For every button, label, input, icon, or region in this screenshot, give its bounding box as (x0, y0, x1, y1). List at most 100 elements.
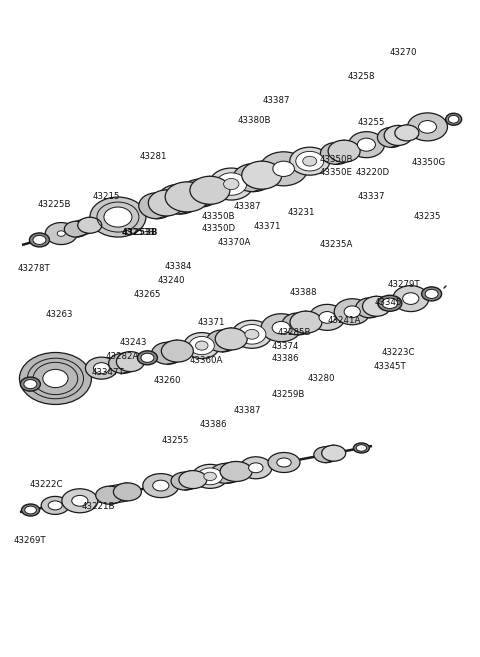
Ellipse shape (41, 497, 69, 514)
Ellipse shape (215, 328, 247, 350)
Ellipse shape (238, 325, 266, 344)
Ellipse shape (448, 116, 459, 123)
Text: 43285B: 43285B (278, 328, 312, 337)
Ellipse shape (249, 463, 263, 473)
Ellipse shape (210, 463, 242, 484)
Ellipse shape (233, 164, 273, 192)
Ellipse shape (260, 152, 308, 186)
Text: 43215: 43215 (93, 192, 120, 201)
Ellipse shape (85, 357, 118, 379)
Text: 43253B: 43253B (122, 228, 158, 237)
Ellipse shape (245, 329, 259, 339)
Ellipse shape (157, 184, 202, 214)
Ellipse shape (362, 296, 391, 316)
Ellipse shape (290, 311, 322, 333)
Ellipse shape (137, 351, 157, 365)
Text: 43255: 43255 (358, 118, 385, 127)
Ellipse shape (153, 480, 169, 491)
Ellipse shape (206, 330, 239, 352)
Ellipse shape (242, 161, 282, 189)
Text: 43388: 43388 (290, 288, 317, 297)
Ellipse shape (195, 341, 208, 350)
Ellipse shape (393, 286, 429, 311)
Ellipse shape (224, 179, 239, 190)
Ellipse shape (290, 147, 330, 175)
Ellipse shape (395, 125, 419, 141)
Ellipse shape (240, 457, 272, 479)
Ellipse shape (204, 472, 216, 480)
Ellipse shape (24, 506, 36, 514)
Ellipse shape (152, 342, 184, 364)
Text: 43231: 43231 (288, 208, 315, 217)
Ellipse shape (48, 501, 62, 510)
Text: 43221B: 43221B (82, 502, 116, 511)
Ellipse shape (378, 295, 402, 311)
Ellipse shape (179, 470, 207, 489)
Ellipse shape (19, 352, 91, 405)
Ellipse shape (358, 138, 375, 151)
Ellipse shape (108, 353, 137, 373)
Text: 43220D: 43220D (356, 168, 390, 177)
Text: 43260: 43260 (154, 376, 181, 385)
Ellipse shape (189, 336, 215, 355)
Ellipse shape (22, 504, 39, 516)
Ellipse shape (139, 193, 175, 219)
Ellipse shape (78, 217, 102, 233)
Ellipse shape (220, 461, 252, 482)
Ellipse shape (272, 321, 290, 334)
Text: 43380B: 43380B (238, 116, 272, 125)
Ellipse shape (190, 176, 230, 204)
Text: 43347T: 43347T (92, 368, 125, 377)
Text: 43337: 43337 (358, 192, 385, 201)
Text: 43371: 43371 (254, 222, 281, 231)
Text: 43350B: 43350B (202, 212, 236, 221)
Ellipse shape (232, 321, 272, 348)
Text: 43240: 43240 (158, 276, 185, 285)
Ellipse shape (377, 127, 406, 147)
Text: 43222C: 43222C (30, 480, 63, 489)
Ellipse shape (141, 353, 154, 363)
Ellipse shape (388, 127, 412, 143)
Text: 43265: 43265 (134, 290, 161, 299)
Ellipse shape (353, 443, 370, 453)
Text: 43223C: 43223C (382, 348, 416, 357)
Ellipse shape (384, 125, 412, 145)
Text: 43243: 43243 (120, 338, 147, 347)
Text: 43345: 43345 (375, 298, 403, 307)
Text: 43235A: 43235A (320, 240, 353, 249)
Ellipse shape (104, 207, 132, 227)
Ellipse shape (94, 363, 109, 374)
Ellipse shape (184, 332, 220, 359)
Text: 43253B: 43253B (122, 228, 156, 237)
Ellipse shape (268, 453, 300, 472)
Text: 43258: 43258 (348, 72, 375, 81)
Ellipse shape (382, 298, 397, 309)
Ellipse shape (421, 287, 442, 301)
Ellipse shape (33, 235, 46, 244)
Ellipse shape (356, 445, 367, 451)
Text: 43387: 43387 (234, 406, 262, 415)
Ellipse shape (273, 161, 294, 177)
Ellipse shape (197, 468, 223, 485)
Ellipse shape (64, 221, 88, 237)
Text: 43386: 43386 (272, 354, 300, 363)
Ellipse shape (165, 182, 209, 212)
Ellipse shape (419, 121, 436, 133)
Ellipse shape (72, 495, 88, 506)
Text: 43270: 43270 (390, 48, 418, 57)
Text: 43235: 43235 (414, 212, 442, 221)
Ellipse shape (43, 369, 68, 388)
Ellipse shape (29, 233, 49, 247)
Ellipse shape (344, 306, 360, 317)
Text: 43350G: 43350G (412, 158, 446, 167)
Ellipse shape (180, 179, 220, 207)
Text: 43263: 43263 (46, 310, 73, 319)
Ellipse shape (148, 190, 184, 216)
Ellipse shape (309, 304, 345, 330)
Text: 43350E: 43350E (320, 168, 353, 177)
Ellipse shape (277, 458, 291, 467)
Text: 43225B: 43225B (38, 200, 72, 209)
Ellipse shape (45, 223, 77, 244)
Ellipse shape (20, 377, 40, 391)
Ellipse shape (303, 156, 317, 166)
